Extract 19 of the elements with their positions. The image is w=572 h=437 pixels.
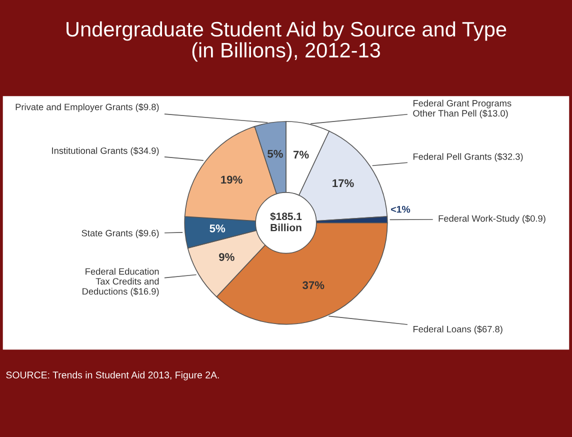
data-label: 5% — [268, 150, 283, 158]
text: $185.1 Billion — [270, 212, 302, 232]
source-note: SOURCE: Trends in Student Aid 2013, Figure 2A. — [6, 371, 219, 380]
data-label: 7% — [293, 150, 309, 159]
slice-label: Federal Pell Grants ($32.3) — [413, 152, 523, 162]
data-label: 37% — [302, 281, 324, 290]
slice-label: State Grants ($9.6) — [82, 229, 159, 238]
slice-label: Federal Loans ($67.8) — [413, 326, 502, 334]
chart-title: Undergraduate Student Aid by Source and Type (in Billions), 2012-13 — [66, 21, 506, 62]
data-label: 5% — [210, 224, 226, 232]
slice-label: Federal Work-Study ($0.9) — [438, 214, 546, 224]
data-label: 9% — [219, 253, 234, 261]
slice-label: Federal Education Tax Credits and Deductions ($16.9) — [82, 268, 159, 296]
data-label: 19% — [221, 176, 242, 184]
data-label: 17% — [332, 179, 354, 188]
slice-label: Private and Employer Grants ($9.8) — [16, 103, 159, 112]
slice-label: Institutional Grants ($34.9) — [52, 147, 159, 156]
data-label: <1% — [391, 206, 410, 213]
slice-label: Federal Grant Programs Other Than Pell ($13.0) — [413, 100, 512, 118]
